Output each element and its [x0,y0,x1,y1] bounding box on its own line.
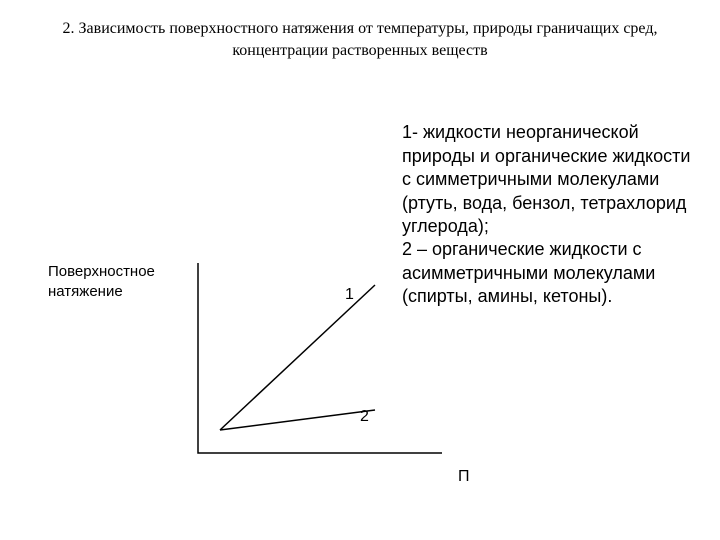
title-text: 2. Зависимость поверхностного натяжения … [63,20,658,59]
y-axis-label: Поверхностное натяжение [48,262,188,301]
page-title: 2. Зависимость поверхностного натяжения … [0,0,720,61]
line-label-2: 2 [360,408,369,426]
line-label-1: 1 [345,286,354,304]
x-axis-label: П [458,468,470,486]
x-axis-text: П [458,468,470,485]
y-axis-text: Поверхностное натяжение [48,263,155,300]
chart-svg [190,255,450,465]
